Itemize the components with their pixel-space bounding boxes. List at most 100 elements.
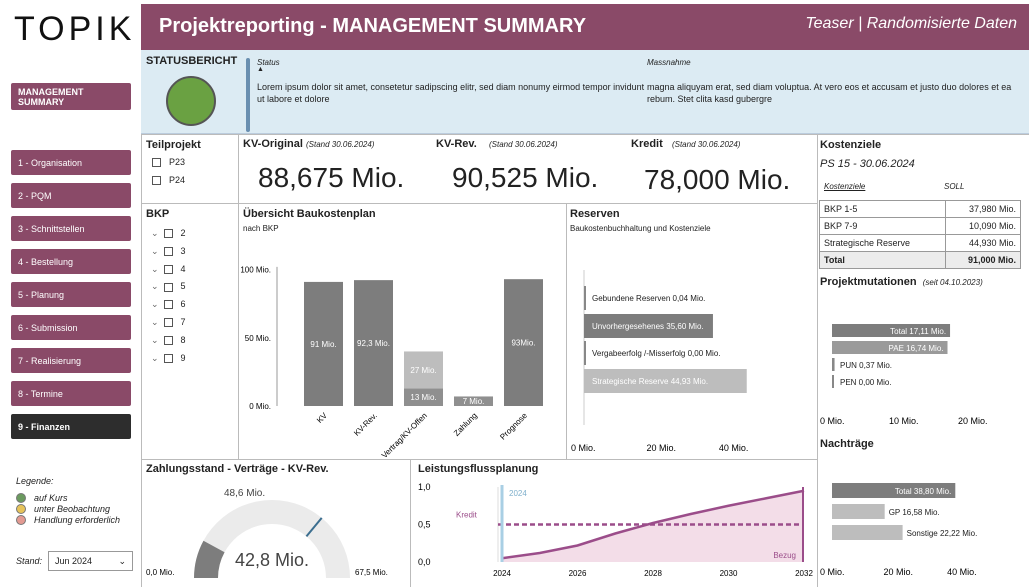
bkp-item[interactable]: ⌄ 8 [151,334,186,345]
bkp-item[interactable]: ⌄ 5 [151,281,186,292]
nav-item-9[interactable]: 9 - Finanzen [11,414,131,439]
y-tick-label: 0,0 [418,557,431,567]
x-tick-label: 20 Mio. [646,443,676,453]
stand-dropdown[interactable]: Jun 2024 ⌄ [48,551,133,571]
baukosten-chart: 100 Mio. 50 Mio. 0 Mio. 91 Mio. KV 92,3 Mio. K… [240,266,543,458]
reserven-title: Reserven [570,208,620,220]
chevron-down-icon[interactable]: ⌄ [151,334,159,345]
bar-label: 93Mio. [511,339,535,348]
bar-KV-Rev. [354,280,393,406]
bar-label: PUN 0,37 Mio. [840,361,892,370]
logo: TOPIK [14,10,136,48]
checkbox[interactable] [152,176,161,186]
gauge-target-marker [305,517,323,538]
x-tick-label: 2032 [795,569,813,578]
chevron-down-icon[interactable]: ⌄ [151,263,159,274]
bkp-item[interactable]: ⌄ 6 [151,299,186,310]
checkbox[interactable] [163,246,173,256]
nav-item-6[interactable]: 6 - Submission [11,315,131,340]
nav-item-4[interactable]: 4 - Bestellung [11,249,131,274]
bar-label: PEN 0,00 Mio. [840,378,892,387]
kostenziele-subtitle: PS 15 - 30.06.2024 [820,158,915,170]
chevron-down-icon[interactable]: ⌄ [151,281,159,292]
nav-item-1[interactable]: 1 - Organisation [11,150,131,175]
bkp-item[interactable]: ⌄ 3 [151,245,186,256]
chevron-down-icon[interactable]: ⌄ [151,299,159,310]
bar-Vertrag/KV-Offen [404,388,443,406]
bar-label: Total 17,11 Mio. [890,327,946,336]
checkbox[interactable] [163,229,173,239]
measure-label: Massnahme [647,58,691,67]
chevron-down-icon[interactable]: ⌄ [151,317,159,327]
bar-GP [832,504,885,519]
y-tick-label: 0 Mio. [249,402,271,411]
bar-label: PAE 16,74 Mio. [889,344,944,353]
bar-Unvorhergesehenes [584,314,713,338]
nachtraege-title: Nachträge [820,438,874,450]
page-header: Projektreporting - MANAGEMENT SUMMARY Te… [141,4,1029,50]
bar-label: 7 Mio. [463,397,485,406]
bar-Gebundene Reserven [584,286,586,310]
bkp-item[interactable]: ⌄ 2 [151,228,186,239]
bar-PUN [832,358,835,371]
bar-label: GP 16,58 Mio. [889,508,940,517]
bkp-item[interactable]: ⌄ 7 [151,317,186,328]
bar-Strategische Reserve [584,369,747,393]
x-tick-label: 0 Mio. [820,416,845,426]
nav-management-summary[interactable]: MANAGEMENT SUMMARY [11,83,131,110]
kostenziele-col-header: Kostenziele [824,182,866,191]
status-panel: STATUSBERICHT Status ▲ Lorem ipsum dolor… [141,50,1029,134]
nav-item-5[interactable]: 5 - Planung [11,282,131,307]
teilprojekt-item[interactable]: P23 [152,157,185,168]
bar-label: 92,3 Mio. [357,339,390,348]
kpi-kredit: Kredit (Stand 30.06.2024) [631,138,741,150]
nav-item-2[interactable]: 2 - PQM [11,183,131,208]
bar-label-offen: 27 Mio. [410,366,436,375]
checkbox[interactable] [163,300,173,310]
kostenziele-table: BKP 1-5 37,980 Mio. BKP 7-9 10,090 Mio. St… [819,200,1022,269]
status-dot-red [16,515,26,525]
bar-label: 13 Mio. [410,393,436,402]
checkbox[interactable] [152,158,161,168]
x-tick-label: Vertrag/KV-Offen [380,411,429,458]
traffic-light [166,76,216,126]
bar-KV [304,281,343,406]
nav-item-3[interactable]: 3 - Schnittstellen [11,216,131,241]
stand-label: Stand: [16,556,43,566]
bkp-item[interactable]: ⌄ 4 [151,263,186,274]
checkbox[interactable] [163,264,173,274]
gauge-track [194,500,350,578]
bar-label: Gebundene Reserven 0,04 Mio. [592,294,705,303]
status-dot-green [16,493,26,503]
teaser-label: Teaser | Randomisierte Daten [805,15,1017,32]
chevron-down-icon[interactable]: ⌄ [151,245,159,256]
nav-item-8[interactable]: 8 - Termine [11,381,131,406]
gauge-min-label: 0,0 Mio. [146,568,174,577]
nav-item-7[interactable]: 7 - Realisierung [11,348,131,373]
x-tick-label: 2030 [720,569,738,578]
area-fill [502,490,804,562]
chevron-down-icon[interactable]: ⌄ [151,228,159,238]
bkp-title: BKP [146,208,170,220]
chevron-down-icon[interactable]: ⌄ [151,352,159,363]
bar-Vergabeerfolg /-Misserfolg [584,341,586,365]
legend-item-action: Handlung erforderlich [16,515,120,525]
scrollbar[interactable] [246,58,250,132]
kredit-label: Kredit [456,511,478,520]
legend-item-on-track: auf Kurs [16,493,68,503]
x-tick-label: 10 Mio. [889,416,919,426]
x-tick-label: 2026 [569,569,587,578]
bar-Zahlung [454,396,493,406]
x-tick-label: 0 Mio. [571,443,596,453]
bar-label: Strategische Reserve 44,93 Mio. [592,377,708,386]
bkp-item[interactable]: ⌄ 9 [151,352,186,363]
x-tick-label: 20 Mio. [958,416,988,426]
kostenziele-title: Kostenziele [820,139,882,151]
teilprojekt-item[interactable]: P24 [152,175,185,186]
checkbox[interactable] [163,353,173,363]
checkbox[interactable] [163,335,173,345]
checkbox[interactable] [163,318,173,328]
table-row: BKP 7-9 10,090 Mio. [819,217,1022,235]
checkbox[interactable] [163,282,173,292]
sort-icon[interactable]: ▲ [257,66,264,73]
